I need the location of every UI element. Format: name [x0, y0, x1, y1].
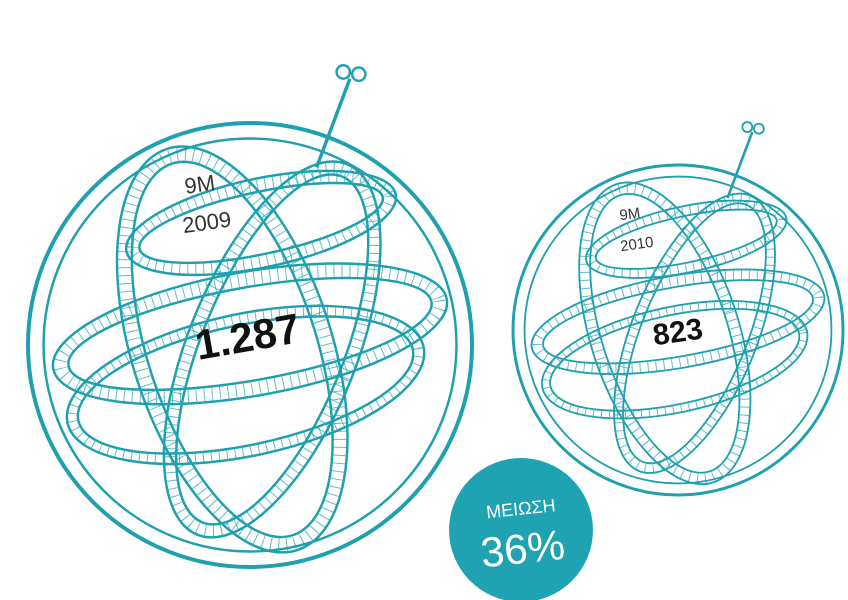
equator-band — [67, 276, 433, 392]
top-arc-ticks — [127, 171, 395, 275]
equator-band-ticks — [532, 270, 824, 374]
badge-value: 36% — [478, 521, 567, 577]
axis — [726, 131, 754, 199]
lower-band — [65, 304, 426, 466]
outer-ring — [511, 163, 845, 497]
value: 823 — [651, 313, 705, 353]
meridian — [115, 145, 349, 554]
meridian — [613, 192, 776, 474]
year: 2009 — [181, 207, 233, 239]
top-arc-ticks — [586, 201, 786, 278]
meridian-ticks — [614, 194, 775, 473]
top-arc — [594, 208, 778, 270]
lower-band — [540, 299, 809, 420]
meridian-ticks — [164, 162, 380, 537]
meridian — [174, 173, 370, 526]
axis-knot — [335, 64, 352, 80]
equator-band-ticks — [54, 264, 446, 404]
meridian — [130, 160, 334, 539]
equator-band — [51, 262, 449, 406]
badge-circle — [449, 458, 593, 600]
outer-ring — [26, 121, 474, 569]
axis-knot — [741, 121, 754, 133]
lower-band — [76, 315, 415, 455]
meridian — [578, 181, 752, 486]
spheres-drawing — [26, 64, 845, 569]
axis — [314, 77, 352, 169]
equator-band — [542, 279, 814, 365]
period: 9M — [183, 170, 217, 199]
meridian — [622, 202, 767, 465]
top-arc — [585, 199, 788, 279]
meridian-ticks — [118, 147, 347, 551]
period: 9M — [618, 205, 641, 225]
meridian — [589, 192, 741, 474]
lower-band-ticks — [542, 301, 807, 418]
lower-band — [549, 307, 801, 412]
equator-band — [530, 268, 826, 375]
outer-ring — [42, 137, 458, 553]
value: 1.287 — [192, 304, 304, 369]
axis-knot — [752, 122, 765, 135]
axis-knot — [350, 66, 367, 83]
outer-ring — [523, 175, 833, 485]
year: 2010 — [619, 234, 654, 255]
lower-band-ticks — [67, 306, 424, 464]
meridian — [162, 160, 382, 539]
